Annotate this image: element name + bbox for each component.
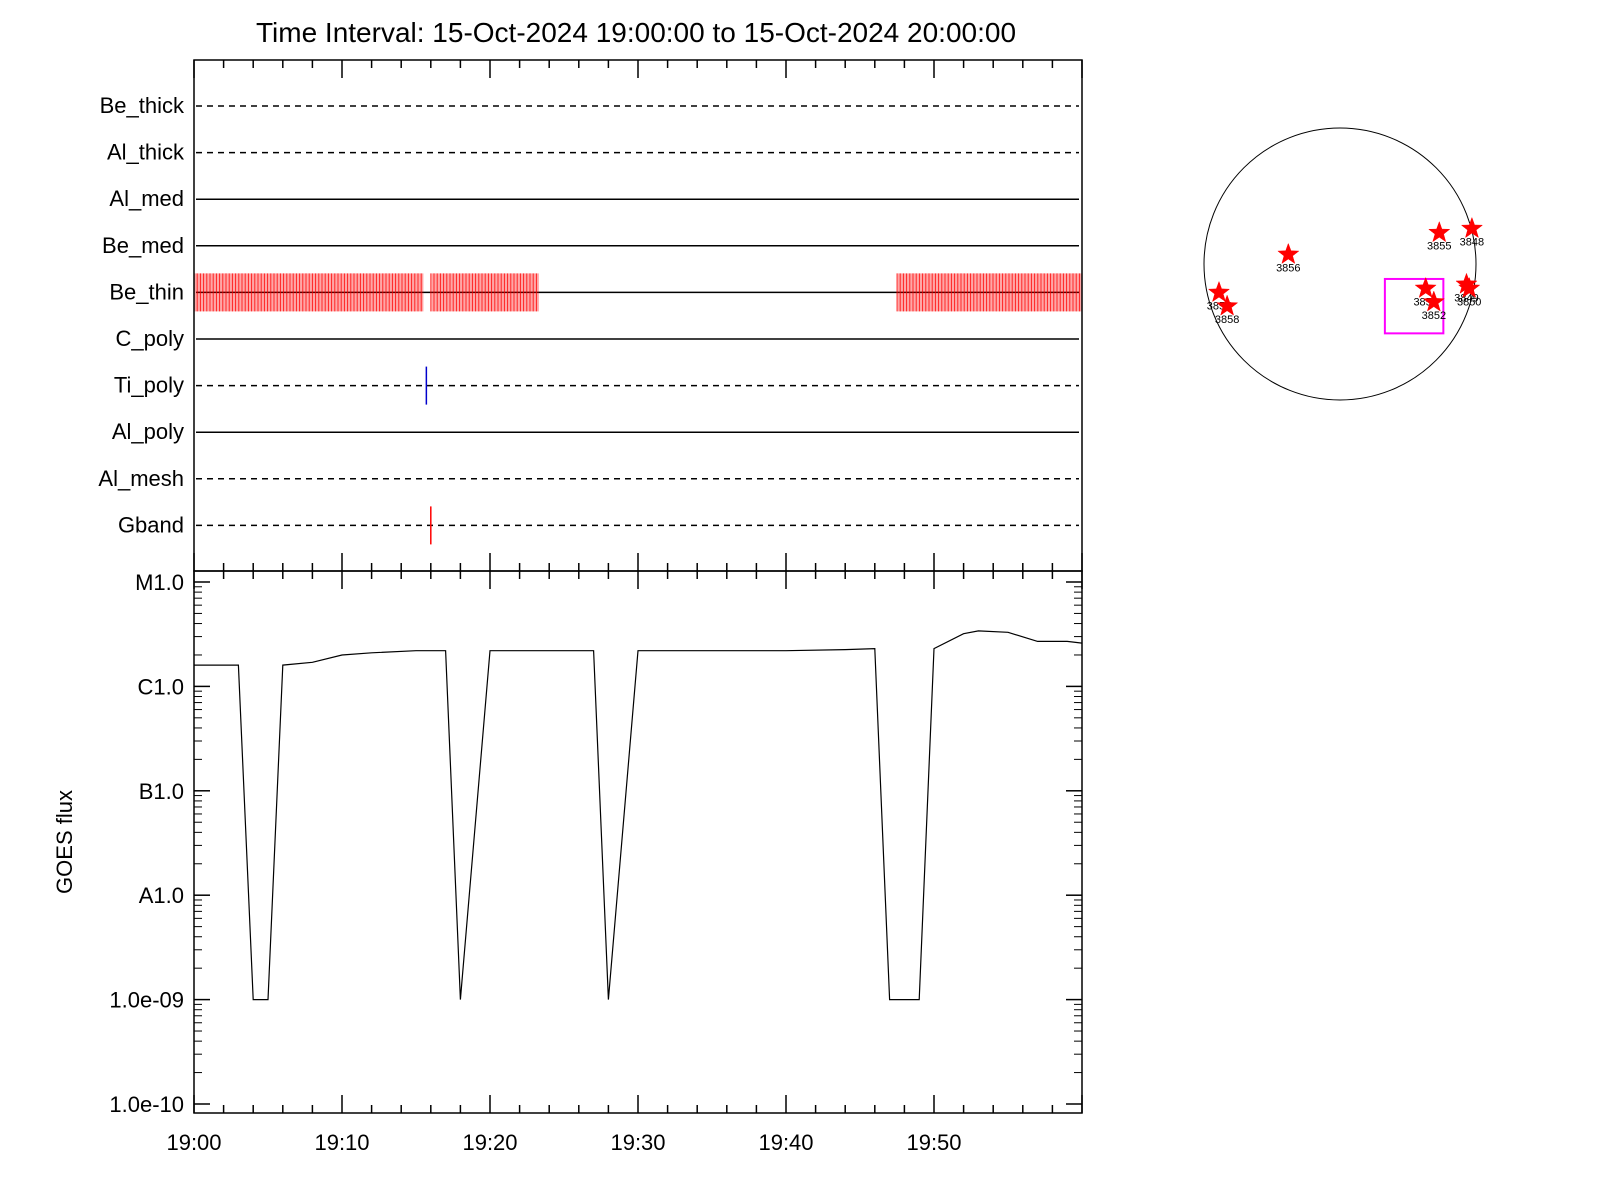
goes-flux-line (194, 630, 1083, 1001)
ar-label-3855: 3855 (1427, 241, 1451, 253)
goes-x-tick-label: 19:40 (758, 1130, 813, 1155)
channel-label-ti-poly: Ti_poly (114, 373, 184, 398)
coverage-block-be-thin-2 (896, 273, 1082, 312)
goes-tick-labels: 19:00 19:10 19:20 19:30 19:40 19:50 M1.0 C1.0 B1… (109, 570, 961, 1155)
timeline-channel-lines (196, 105, 1079, 527)
goes-y-tick-label: A1.0 (139, 883, 184, 908)
ar-star-3848 (1460, 216, 1484, 239)
timeline-frame (193, 59, 1083, 572)
coverage-block-be-thin-0 (193, 273, 424, 312)
ar-star-3852 (1422, 290, 1445, 312)
timeline-ticks (193, 60, 1083, 571)
timeline-channel-labels: Be_thick Al_thick Al_med Be_med Be_thin C_pol… (98, 93, 185, 537)
ar-label-3850: 3850 (1457, 296, 1481, 308)
solar-disk (1203, 127, 1477, 401)
goes-y-tick-label: C1.0 (138, 674, 184, 699)
channel-label-gband: Gband (118, 512, 184, 537)
ar-star-3856 (1277, 242, 1300, 264)
timeline-coverage-marks (193, 273, 1082, 545)
figure-title: Time Interval: 15-Oct-2024 19:00:00 to 1… (256, 17, 1016, 48)
goes-x-tick-label: 19:10 (314, 1130, 369, 1155)
ar-label-3856: 3856 (1276, 262, 1300, 274)
channel-label-al-med: Al_med (109, 186, 184, 211)
goes-y-tick-label: 1.0e-10 (109, 1092, 184, 1117)
goes-ticks (193, 571, 1083, 1113)
goes-y-axis-title: GOES flux (52, 790, 77, 894)
filter-timeline-panel: Be_thick Al_thick Al_med Be_med Be_thin C_pol… (98, 59, 1083, 572)
channel-label-c-poly: C_poly (116, 326, 184, 351)
ar-star-3857 (1207, 280, 1231, 303)
channel-label-al-mesh: Al_mesh (98, 466, 184, 491)
goes-y-tick-label: 1.0e-09 (109, 988, 184, 1013)
channel-label-be-med: Be_med (102, 233, 184, 258)
channel-label-be-thin: Be_thin (109, 279, 184, 304)
goes-x-tick-label: 19:20 (462, 1130, 517, 1155)
ar-star-3850 (1458, 276, 1481, 298)
ar-star-3854 (1414, 276, 1437, 298)
ar-label-3858: 3858 (1215, 314, 1239, 326)
goes-x-tick-label: 19:50 (906, 1130, 961, 1155)
channel-label-al-poly: Al_poly (112, 419, 184, 444)
channel-label-al-thick: Al_thick (107, 140, 185, 165)
goes-flux-panel: 19:00 19:10 19:20 19:30 19:40 19:50 M1.0 C1.0 B1… (52, 570, 1083, 1155)
goes-y-tick-label: M1.0 (135, 570, 184, 595)
goes-y-tick-label: B1.0 (139, 779, 184, 804)
ar-star-3858 (1216, 294, 1239, 316)
ar-label-3848: 3848 (1460, 237, 1484, 249)
ar-label-3852: 3852 (1422, 310, 1446, 322)
goes-x-tick-label: 19:30 (610, 1130, 665, 1155)
ar-star-3855 (1428, 220, 1451, 243)
fov-box (1383, 277, 1445, 335)
goes-x-tick-label: 19:00 (166, 1130, 221, 1155)
channel-label-be-thick: Be_thick (100, 93, 185, 118)
coverage-block-be-thin-1 (430, 273, 539, 312)
